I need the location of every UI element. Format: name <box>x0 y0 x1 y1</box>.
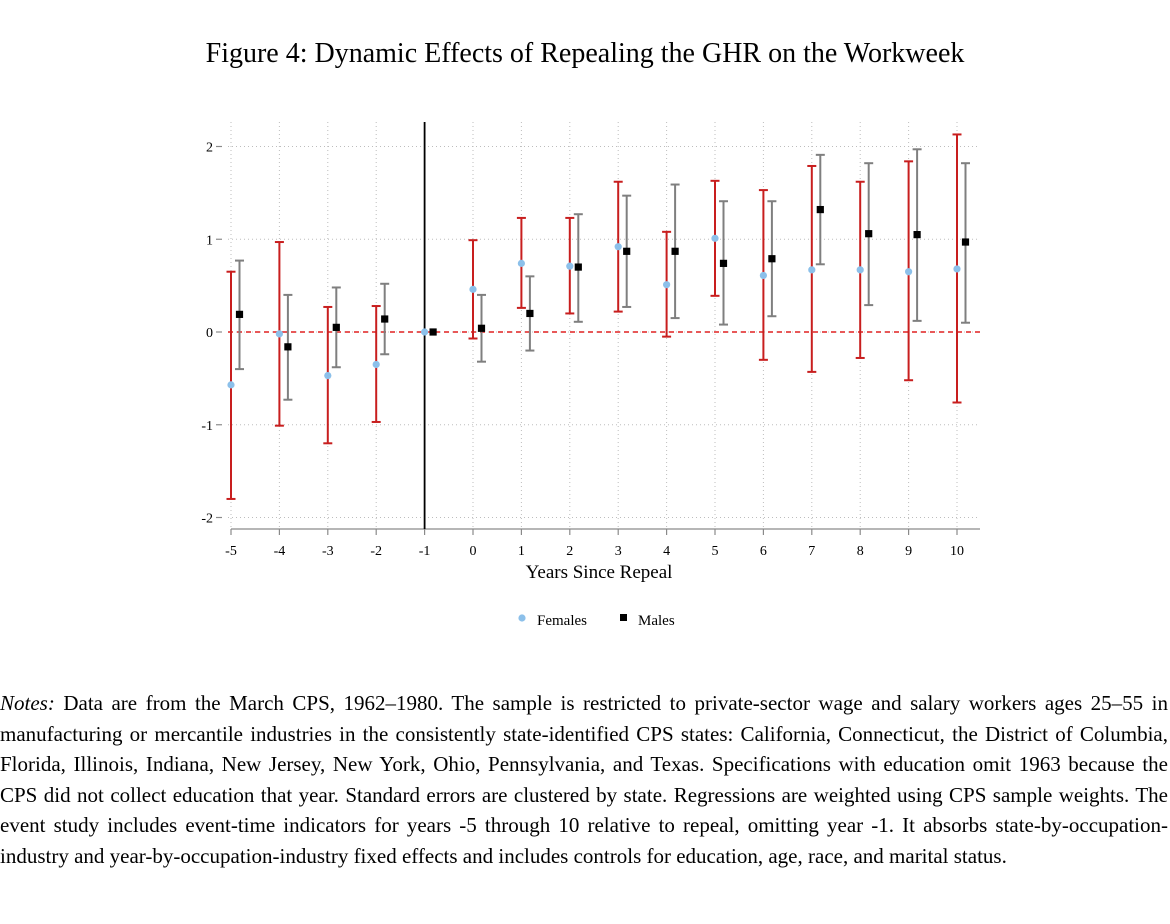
point-females <box>663 281 671 289</box>
y-tick-label: 1 <box>206 233 213 248</box>
point-females <box>614 243 622 251</box>
grid-lines <box>228 122 980 527</box>
point-females <box>759 271 768 280</box>
point-males <box>865 230 873 238</box>
x-tick-label: -1 <box>419 544 431 559</box>
reference-lines <box>228 122 980 529</box>
x-axis-label: Years Since Repeal <box>526 562 673 583</box>
x-tick-label: 10 <box>950 544 964 559</box>
axes: -5 -4 -3 -2 -1 0 1 2 3 4 5 6 7 8 9 10 -2 -1 0 1 2 <box>201 141 980 559</box>
point-males <box>768 255 776 263</box>
point-males <box>623 247 631 255</box>
point-males <box>913 231 921 239</box>
x-tick-label: 4 <box>663 544 670 559</box>
x-tick-label: 1 <box>518 544 525 559</box>
event-study-chart: -5 -4 -3 -2 -1 0 1 2 3 4 5 6 7 8 9 10 -2 -1 0 1 2 Years Sinc… <box>201 122 980 629</box>
x-tick-label: 0 <box>470 544 477 559</box>
point-females <box>711 234 719 242</box>
point-males <box>429 328 437 336</box>
figure-title: Figure 4: Dynamic Effects of Repealing t… <box>205 38 965 69</box>
legend-marker-females <box>518 614 526 622</box>
x-tick-label: 3 <box>615 544 622 559</box>
point-males <box>235 310 244 318</box>
notes-label: Notes: <box>0 691 55 715</box>
point-estimates <box>227 205 970 389</box>
point-females <box>469 285 477 293</box>
point-females <box>953 265 961 273</box>
figure-notes: Notes: Data are from the March CPS, 1962… <box>0 688 1168 871</box>
point-females <box>275 330 283 338</box>
point-females <box>324 371 332 380</box>
x-tick-label: -4 <box>274 544 286 559</box>
x-tick-label: 5 <box>712 544 719 559</box>
point-females <box>517 259 526 267</box>
legend-label-males: Males <box>638 613 675 629</box>
legend-label-females: Females <box>537 613 587 629</box>
x-tick-label: 2 <box>566 544 573 559</box>
point-males <box>961 238 970 246</box>
point-males <box>526 309 534 318</box>
point-females <box>421 328 429 336</box>
point-females <box>808 266 816 274</box>
legend: Females Males <box>518 613 675 629</box>
confidence-intervals <box>226 133 970 500</box>
y-tick-label: -2 <box>201 512 213 527</box>
x-tick-label: -5 <box>225 544 237 559</box>
x-tick-label: 6 <box>760 544 767 559</box>
x-tick-label: 7 <box>808 544 815 559</box>
point-males <box>332 323 340 331</box>
point-males <box>574 263 582 271</box>
point-males <box>381 315 389 323</box>
point-females <box>372 360 380 369</box>
point-males <box>477 324 486 332</box>
point-males <box>671 247 679 255</box>
point-males <box>284 343 292 351</box>
notes-text: Data are from the March CPS, 1962–1980. … <box>0 691 1169 868</box>
point-males <box>719 259 728 267</box>
x-tick-label: 8 <box>857 544 864 559</box>
y-tick-label: -1 <box>201 419 213 434</box>
y-tick-label: 2 <box>206 141 213 156</box>
point-females <box>856 266 864 274</box>
point-males <box>816 205 824 214</box>
y-tick-label: 0 <box>206 326 213 341</box>
x-tick-label: 9 <box>905 544 912 559</box>
legend-marker-males <box>620 614 627 621</box>
point-females <box>905 268 913 276</box>
point-females <box>227 381 235 389</box>
point-females <box>566 262 574 270</box>
x-tick-label: -3 <box>322 544 334 559</box>
x-tick-label: -2 <box>370 544 382 559</box>
